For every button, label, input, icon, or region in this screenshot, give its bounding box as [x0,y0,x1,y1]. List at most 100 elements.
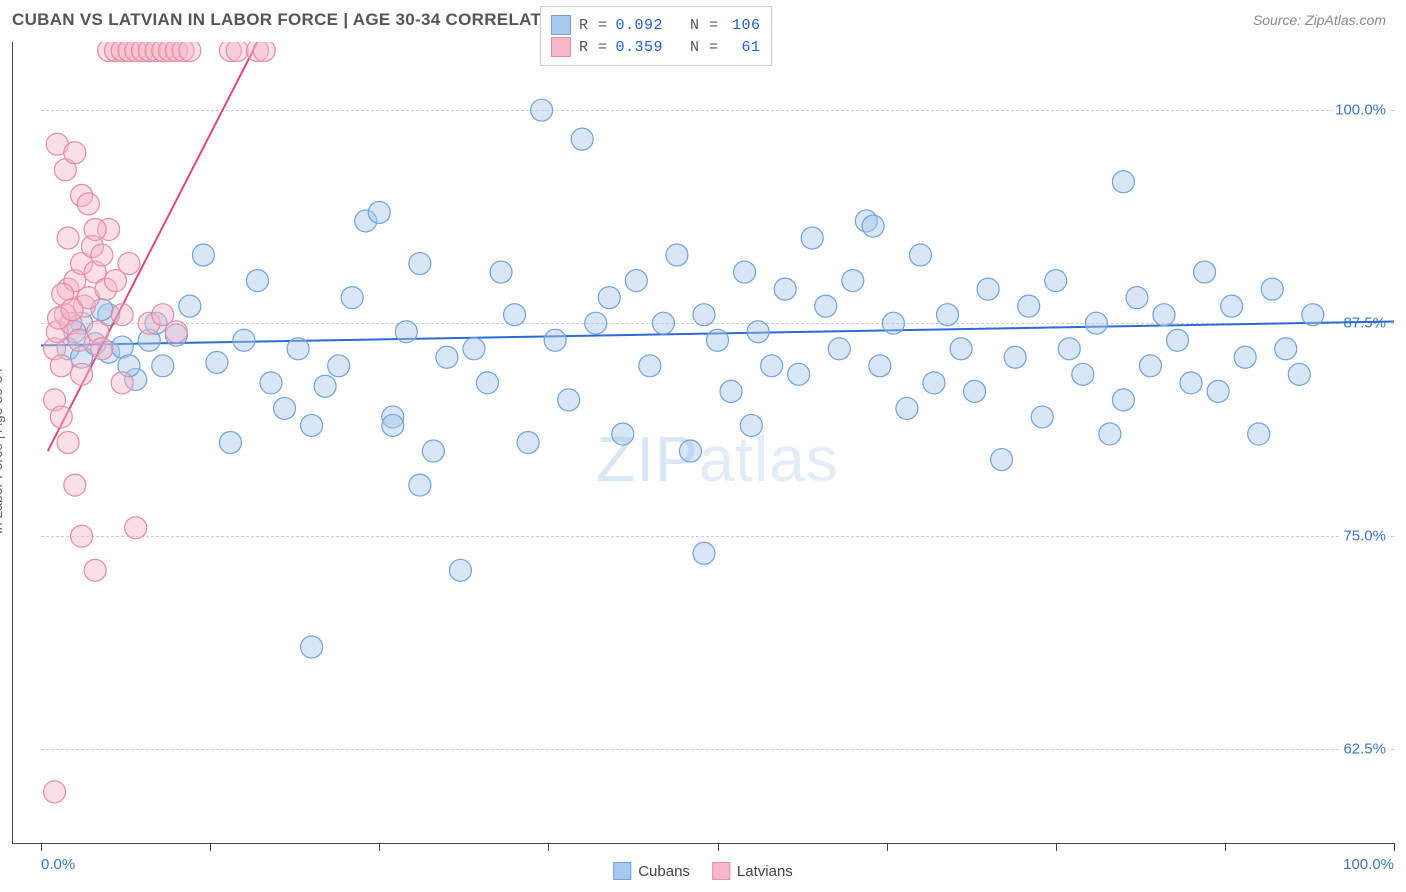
data-point [253,42,275,62]
chart-area: In Labor Force | Age 30-34 ZIPatlas 62.5… [12,42,1394,844]
data-point [301,636,323,658]
data-point [1221,295,1243,317]
data-point [125,517,147,539]
legend-r-label: R = [579,17,608,34]
legend-swatch [613,862,631,880]
legend-item: Cubans [613,862,690,880]
data-point [1288,363,1310,385]
data-point [179,295,201,317]
data-point [707,329,729,351]
legend-swatch [551,37,571,57]
data-point [652,312,674,334]
x-tick [210,843,211,851]
data-point [409,253,431,275]
data-point [77,193,99,215]
legend-n-label: N = [671,17,719,34]
data-point [1099,423,1121,445]
data-point [740,414,762,436]
data-point [71,525,93,547]
data-point [1207,380,1229,402]
data-point [923,372,945,394]
data-point [1112,171,1134,193]
data-point [842,270,864,292]
data-point [991,449,1013,471]
data-point [639,355,661,377]
data-point [625,270,647,292]
legend-n-value: 106 [727,17,761,34]
legend-row: R =0.359 N =61 [551,37,761,57]
data-point [1275,338,1297,360]
data-point [84,559,106,581]
data-point [666,244,688,266]
legend-n-label: N = [671,39,719,56]
x-label-max: 100.0% [1343,856,1394,873]
data-point [395,321,417,343]
data-point [862,215,884,237]
data-point [206,351,228,373]
y-axis-title: In Labor Force | Age 30-34 [0,367,5,533]
data-point [111,372,133,394]
data-point [64,474,86,496]
data-point [57,432,79,454]
data-point [964,380,986,402]
legend-label: Cubans [638,863,690,880]
data-point [679,440,701,462]
legend-n-value: 61 [727,39,761,56]
data-point [287,338,309,360]
data-point [409,474,431,496]
data-point [869,355,891,377]
plot-region: ZIPatlas 62.5%75.0%87.5%100.0% [41,42,1394,843]
data-point [476,372,498,394]
data-point [693,304,715,326]
data-point [1153,304,1175,326]
data-point [179,42,201,62]
data-point [246,270,268,292]
data-point [1031,406,1053,428]
legend-r-value: 0.092 [616,17,664,34]
data-point [1072,363,1094,385]
data-point [788,363,810,385]
data-point [1261,278,1283,300]
data-point [226,42,248,62]
x-tick [1394,843,1395,851]
legend-swatch [712,862,730,880]
data-point [828,338,850,360]
data-point [747,321,769,343]
data-point [50,406,72,428]
x-tick [1056,843,1057,851]
data-point [368,201,390,223]
data-point [1085,312,1107,334]
data-point [504,304,526,326]
data-point [490,261,512,283]
data-point [436,346,458,368]
data-point [274,397,296,419]
data-point [598,287,620,309]
data-point [382,414,404,436]
legend-label: Latvians [737,863,793,880]
x-tick [379,843,380,851]
data-point [1045,270,1067,292]
data-point [1018,295,1040,317]
data-point [1004,346,1026,368]
data-point [909,244,931,266]
data-point [84,218,106,240]
data-point [71,363,93,385]
data-point [57,227,79,249]
x-tick [548,843,549,851]
legend-swatch [551,15,571,35]
data-point [152,355,174,377]
data-point [301,414,323,436]
correlation-legend: R =0.092 N =106R =0.359 N =61 [540,6,772,66]
data-point [896,397,918,419]
data-point [612,423,634,445]
data-point [801,227,823,249]
data-point [91,338,113,360]
data-point [192,244,214,266]
data-point [531,99,553,121]
data-point [233,329,255,351]
data-point [44,781,66,803]
data-point [1194,261,1216,283]
data-point [50,355,72,377]
legend-r-label: R = [579,39,608,56]
x-tick [718,843,719,851]
